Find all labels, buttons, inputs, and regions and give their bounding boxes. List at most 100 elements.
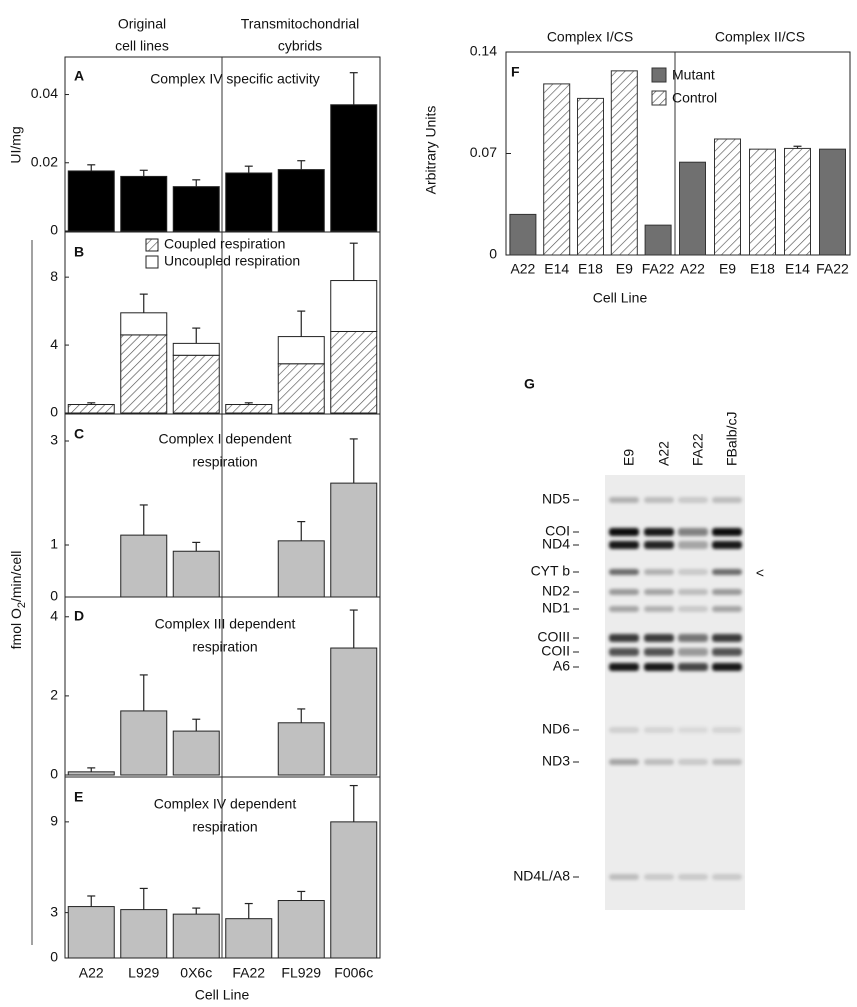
gel-band [609, 589, 639, 595]
y-axis-label: Arbitrary Units [423, 106, 439, 195]
gel-band [609, 569, 639, 575]
band-label: CYT b [531, 563, 571, 579]
bar-segment [67, 404, 115, 414]
legend-swatch [145, 255, 159, 269]
x-tick-label: E9 [616, 261, 633, 277]
y-axis-label-subscript: 2 [16, 602, 28, 608]
y-tick-label: 0.04 [31, 85, 58, 101]
bar [543, 83, 571, 256]
panel-label: A [74, 68, 84, 84]
gel-band [678, 648, 708, 656]
panel-label: D [74, 608, 84, 624]
group-label: Complex II/CS [715, 29, 805, 45]
bar-segment [172, 354, 220, 414]
y-tick-label: 2 [50, 687, 58, 703]
gel-band [609, 727, 639, 733]
bar [172, 913, 220, 959]
bar-segment [120, 312, 168, 336]
band-label: ND4L/A8 [513, 868, 570, 884]
bar [749, 148, 776, 256]
gel-band [712, 528, 742, 536]
panel-label: C [74, 426, 84, 442]
gel-band [678, 727, 708, 733]
gel-band [609, 541, 639, 549]
bar [172, 730, 220, 776]
bar [67, 771, 115, 776]
bar [610, 70, 638, 256]
bar-segment [330, 330, 378, 414]
band-label: ND2 [542, 583, 570, 599]
lane-label: FA22 [690, 433, 706, 466]
bar [784, 147, 811, 256]
gel-band [678, 528, 708, 536]
panel-label: B [74, 244, 84, 260]
band-label: ND5 [542, 491, 570, 507]
gel-band [609, 759, 639, 765]
panel-title: Complex III dependent [155, 616, 296, 632]
x-tick-label: 0X6c [180, 965, 212, 981]
y-tick-label: 3 [50, 432, 58, 448]
y-tick-label: 0 [50, 588, 58, 604]
bar [120, 710, 168, 776]
bar [714, 138, 741, 256]
band-label: COIII [537, 629, 570, 645]
x-tick-label: E14 [544, 261, 569, 277]
bar [330, 647, 378, 776]
legend-label: Control [672, 90, 717, 106]
gel-band [678, 634, 708, 642]
bar [225, 918, 273, 959]
bar [277, 900, 325, 959]
y-tick-label: 0.14 [470, 43, 497, 59]
gel-band [712, 541, 742, 549]
x-tick-label: E9 [719, 261, 736, 277]
gel-band [712, 569, 742, 575]
bar [330, 482, 378, 598]
bar [330, 104, 378, 232]
lane-label: A22 [656, 441, 672, 466]
bar-segment [330, 280, 378, 332]
y-tick-label: 0 [489, 246, 497, 262]
gel-band [644, 727, 674, 733]
band-label: A6 [553, 658, 570, 674]
bar [509, 213, 537, 256]
y-tick-label: 0 [50, 766, 58, 782]
y-tick-label: 8 [50, 268, 58, 284]
bar [225, 172, 273, 232]
y-tick-label: 1 [50, 536, 58, 552]
y-axis-label-part: fmol O [8, 608, 24, 649]
gel-band [678, 663, 708, 671]
y-tick-label: 4 [50, 607, 58, 623]
group-label: Complex I/CS [547, 29, 633, 45]
panel-title: Complex IV specific activity [150, 71, 320, 87]
x-tick-label: A22 [79, 965, 104, 981]
gel-band [678, 606, 708, 612]
x-tick-label: FA22 [816, 261, 849, 277]
bar [277, 169, 325, 232]
legend-swatch [651, 67, 667, 83]
bar [120, 534, 168, 598]
legend-label: Mutant [672, 67, 715, 83]
gel-band [609, 606, 639, 612]
bar-segment [172, 342, 220, 356]
y-axis-label-part: /min/cell [8, 551, 24, 602]
y-tick-label: 9 [50, 813, 58, 829]
group-label: cybrids [278, 38, 322, 54]
band-label: ND6 [542, 721, 570, 737]
panel-label: E [74, 789, 83, 805]
x-tick-label: F006c [334, 965, 373, 981]
gel-band [712, 589, 742, 595]
panel-title: respiration [192, 454, 257, 470]
bar-segment [277, 336, 325, 365]
band-marker: < [756, 565, 764, 581]
gel-band [644, 634, 674, 642]
panel-title: Complex I dependent [158, 431, 291, 447]
gel-band [712, 648, 742, 656]
gel-band [712, 759, 742, 765]
band-label: ND1 [542, 600, 570, 616]
y-tick-label: 0 [50, 949, 58, 965]
x-tick-label: E18 [578, 261, 603, 277]
group-label: Transmitochondrial [241, 16, 360, 32]
y-tick-label: 4 [50, 336, 58, 352]
bar-segment [277, 363, 325, 414]
